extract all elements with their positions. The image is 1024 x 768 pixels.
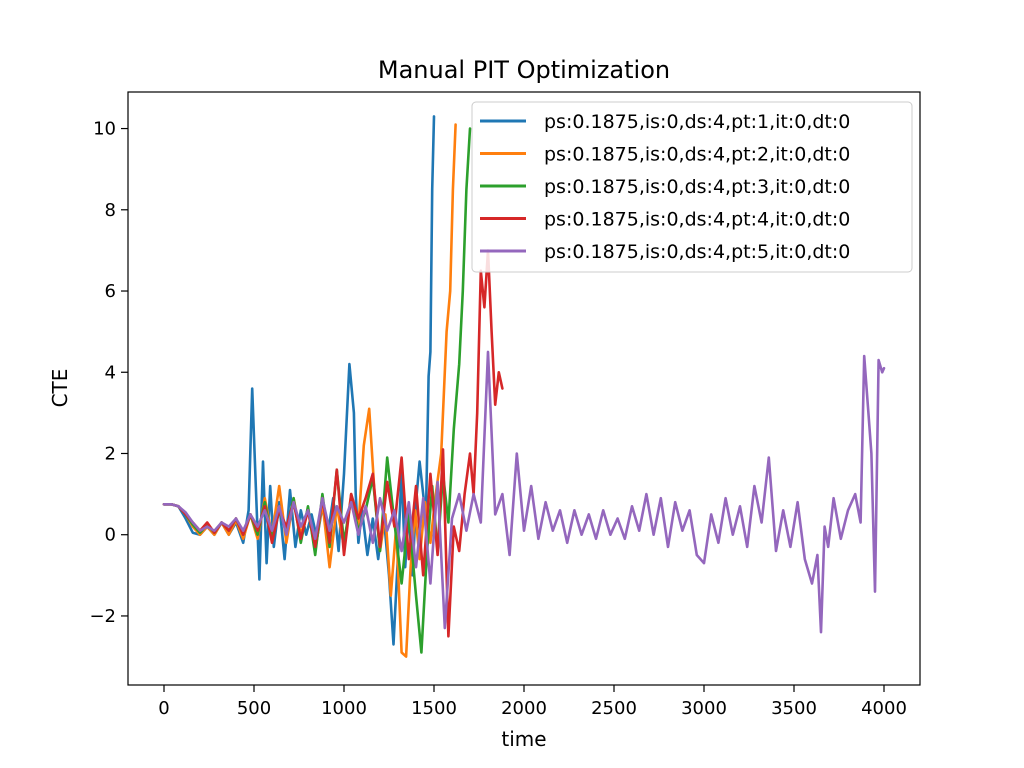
y-axis-label: CTE [48,369,72,408]
x-axis-label: time [501,727,546,751]
y-tick-label: 0 [105,525,116,546]
legend-label-pt3: ps:0.1875,is:0,ds:4,pt:3,it:0,dt:0 [544,176,850,198]
chart-title: Manual PIT Optimization [378,56,670,84]
legend-label-pt5: ps:0.1875,is:0,ds:4,pt:5,it:0,dt:0 [544,241,850,263]
y-tick-label: −2 [89,606,116,627]
y-tick-label: 10 [93,119,116,140]
x-tick-label: 2500 [591,698,637,719]
x-tick-label: 3500 [771,698,817,719]
x-tick-label: 0 [158,698,169,719]
series-layer [162,115,886,658]
x-tick-label: 1500 [411,698,457,719]
legend-box [471,101,913,273]
legend-label-pt4: ps:0.1875,is:0,ds:4,pt:4,it:0,dt:0 [544,209,850,231]
x-tick-label: 1000 [321,698,367,719]
y-tick-label: 8 [105,200,116,221]
legend: ps:0.1875,is:0,ds:4,pt:1,it:0,dt:0 ps:0.1… [471,101,913,273]
y-tick-label: 4 [105,362,116,383]
x-axis-ticks: 0 500 1000 1500 2000 2500 3000 3500 4000 [158,685,907,719]
y-tick-label: 2 [105,443,116,464]
legend-label-pt1: ps:0.1875,is:0,ds:4,pt:1,it:0,dt:0 [544,111,850,133]
x-tick-label: 500 [237,698,271,719]
x-tick-label: 4000 [861,698,907,719]
y-axis-ticks: −2 0 2 4 6 8 10 [89,119,128,627]
legend-label-pt2: ps:0.1875,is:0,ds:4,pt:2,it:0,dt:0 [544,144,850,166]
y-tick-label: 6 [105,281,116,302]
series-line-pt5 [162,350,886,634]
x-tick-label: 2000 [501,698,547,719]
x-tick-label: 3000 [681,698,727,719]
series-line-pt4 [162,249,504,638]
